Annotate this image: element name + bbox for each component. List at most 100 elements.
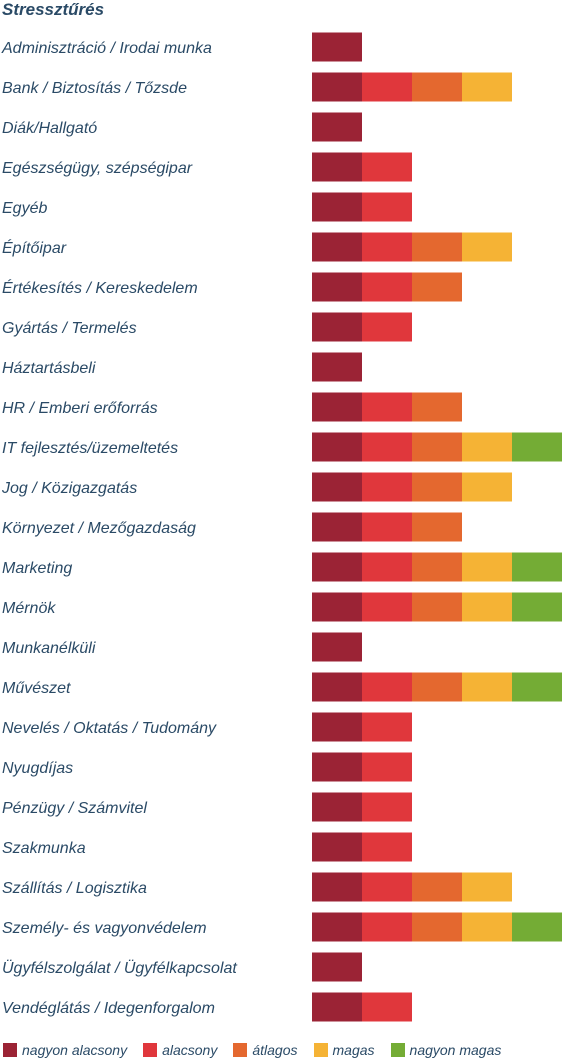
bar-segment	[362, 392, 412, 422]
chart-row: Marketing	[2, 552, 562, 582]
category-label: Egyéb	[2, 200, 47, 217]
bar-segment	[312, 432, 362, 462]
chart-row: Vendéglátás / Idegenforgalom	[2, 992, 412, 1022]
bar-segment	[362, 712, 412, 742]
category-label: Vendéglátás / Idegenforgalom	[2, 1000, 215, 1017]
legend-label: magas	[332, 1042, 375, 1058]
bar-segment	[412, 272, 462, 302]
bar-segment	[412, 592, 462, 622]
bar-segment	[412, 472, 462, 502]
legend-item: magas	[313, 1042, 375, 1058]
category-label: Marketing	[2, 560, 72, 577]
chart-row: Építőipar	[2, 232, 512, 262]
bar-segment	[312, 832, 362, 862]
chart-row: Szakmunka	[2, 832, 412, 862]
bar-segment	[362, 472, 412, 502]
category-label: Gyártás / Termelés	[2, 320, 137, 337]
category-label: Jog / Közigazgatás	[1, 480, 137, 497]
bar-segment	[312, 352, 362, 382]
legend-swatch	[3, 1043, 17, 1057]
chart-legend: nagyon alacsony alacsony átlagos magas nagyo…	[3, 1041, 501, 1059]
bar-segment	[312, 272, 362, 302]
category-label: Személy- és vagyonvédelem	[2, 920, 207, 937]
bar-segment	[312, 312, 362, 342]
bar-segment	[362, 912, 412, 942]
bar-segment	[362, 272, 412, 302]
bar-segment	[462, 912, 512, 942]
legend-swatch	[143, 1043, 158, 1057]
chart-row: Művészet	[2, 672, 562, 702]
bar-segment	[462, 432, 512, 462]
bar-segment	[362, 672, 412, 702]
legend-item: átlagos	[233, 1042, 298, 1058]
category-label: Egészségügy, szépségipar	[2, 160, 193, 177]
chart-row: Mérnök	[2, 592, 562, 622]
bar-segment	[362, 792, 412, 822]
chart-row: Nyugdíjas	[2, 752, 412, 782]
legend-label: nagyon alacsony	[22, 1042, 128, 1058]
category-label: Szakmunka	[2, 840, 86, 857]
category-label: Nevelés / Oktatás / Tudomány	[2, 720, 217, 737]
bar-segment	[412, 392, 462, 422]
chart-row: Pénzügy / Számvitel	[2, 792, 412, 822]
bar-segment	[412, 872, 462, 902]
bar-segment	[512, 672, 562, 702]
chart-row: Egyéb	[2, 192, 412, 222]
bar-segment	[362, 872, 412, 902]
bar-segment	[312, 552, 362, 582]
bar-segment	[512, 432, 562, 462]
bar-segment	[312, 952, 362, 982]
bar-segment	[462, 472, 512, 502]
category-label: Diák/Hallgató	[2, 120, 97, 137]
chart-row: Diák/Hallgató	[2, 112, 362, 142]
legend-item: nagyon alacsony	[3, 1042, 127, 1058]
bar-segment	[462, 672, 512, 702]
bar-segment	[312, 192, 362, 222]
bar-segment	[312, 392, 362, 422]
legend-item: alacsony	[143, 1042, 217, 1058]
chart-row: Értékesítés / Kereskedelem	[2, 272, 462, 302]
chart-row: Szállítás / Logisztika	[2, 872, 512, 902]
chart-row: Egészségügy, szépségipar	[2, 152, 412, 182]
bar-segment	[512, 592, 562, 622]
chart-row: Jog / Közigazgatás	[1, 472, 512, 502]
chart-row: Környezet / Mezőgazdaság	[2, 512, 462, 542]
legend-swatch	[313, 1043, 328, 1057]
bar-segment	[362, 512, 412, 542]
bar-segment	[412, 72, 462, 102]
bar-segment	[362, 832, 412, 862]
chart-row: Személy- és vagyonvédelem	[2, 912, 562, 942]
bar-segment	[312, 632, 362, 662]
category-label: Környezet / Mezőgazdaság	[2, 520, 196, 537]
bar-segment	[312, 152, 362, 182]
bar-segment	[412, 912, 462, 942]
chart-row: HR / Emberi erőforrás	[2, 392, 462, 422]
bar-segment	[462, 592, 512, 622]
category-label: Pénzügy / Számvitel	[2, 800, 147, 817]
bar-segment	[512, 912, 562, 942]
legend-label: átlagos	[252, 1042, 298, 1058]
bar-segment	[362, 232, 412, 262]
bar-segment	[312, 112, 362, 142]
bar-segment	[312, 992, 362, 1022]
legend-label: nagyon magas	[409, 1042, 502, 1058]
bar-segment	[312, 592, 362, 622]
chart-row: Ügyfélszolgálat / Ügyfélkapcsolat	[2, 952, 362, 982]
category-label: Bank / Biztosítás / Tőzsde	[2, 80, 187, 97]
legend-label: alacsony	[162, 1042, 218, 1058]
bar-segment	[312, 72, 362, 102]
category-label: Nyugdíjas	[2, 760, 73, 777]
category-label: Építőipar	[2, 238, 67, 257]
bar-segment	[412, 552, 462, 582]
category-label: Művészet	[2, 680, 71, 697]
bar-segment	[362, 192, 412, 222]
chart-row: IT fejlesztés/üzemeltetés	[2, 432, 562, 462]
bar-segment	[462, 232, 512, 262]
bar-segment	[362, 752, 412, 782]
bar-segment	[512, 552, 562, 582]
chart-row: Háztartásbeli	[2, 352, 362, 382]
bar-segment	[362, 152, 412, 182]
chart-row: Nevelés / Oktatás / Tudomány	[2, 712, 412, 742]
legend-swatch	[390, 1043, 405, 1057]
category-label: Munkanélküli	[2, 640, 96, 657]
